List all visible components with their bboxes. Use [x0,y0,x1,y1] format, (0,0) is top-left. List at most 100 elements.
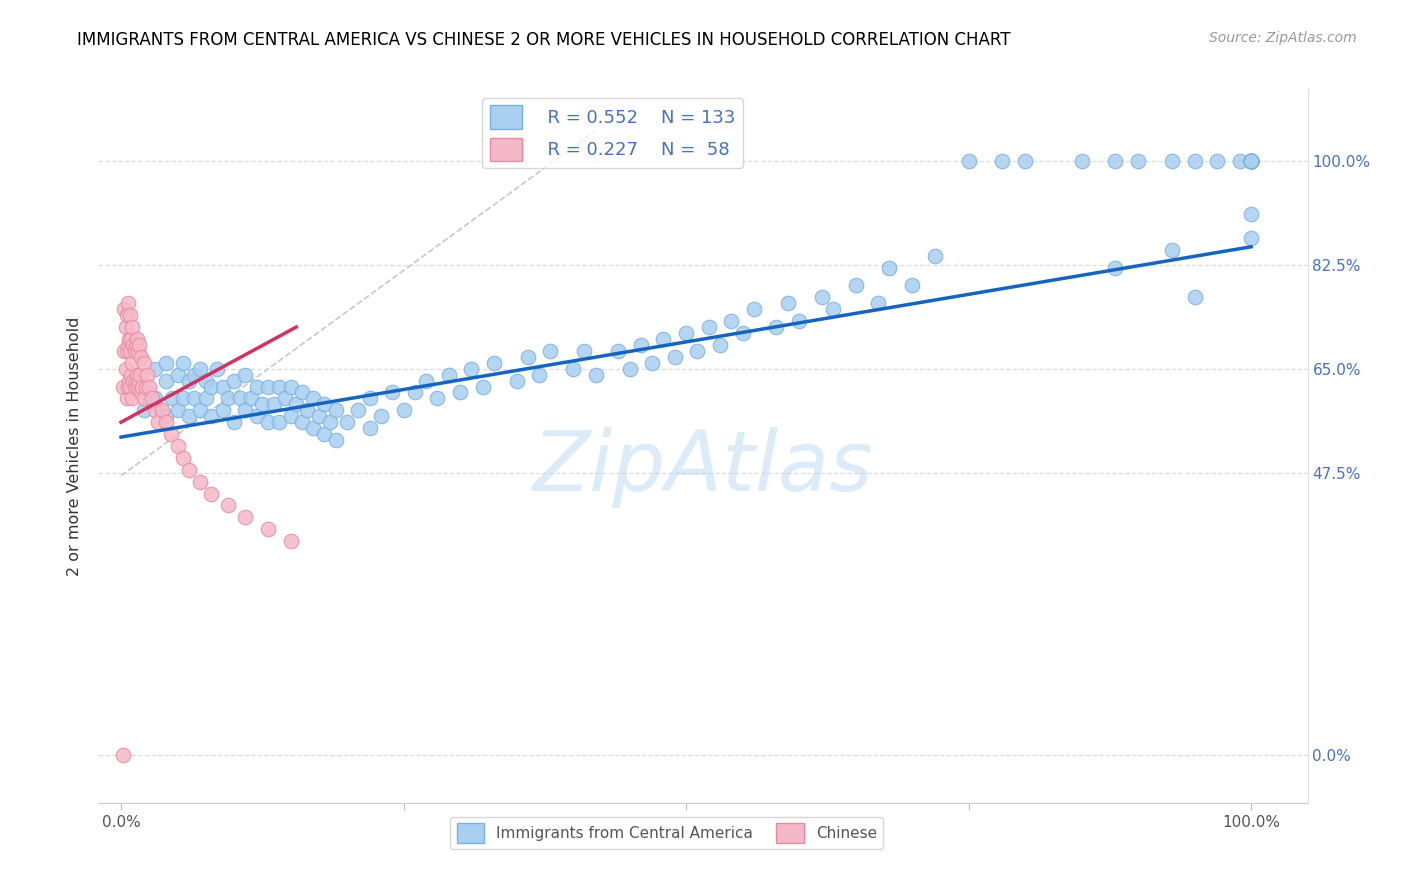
Point [128,338,150,352]
Point [482,356,505,370]
Point [200,409,222,424]
Point [112,748,135,763]
Point [437,368,460,382]
Point [120,308,142,322]
Point [1126,153,1149,168]
Point [222,374,245,388]
Point [720,314,742,328]
Point [664,350,686,364]
Point [1240,153,1263,168]
Point [121,356,143,370]
Point [127,343,149,358]
Point [131,385,153,400]
Point [125,368,148,382]
Point [135,379,157,393]
Point [127,379,149,393]
Point [117,379,139,393]
Point [120,379,142,393]
Point [404,385,426,400]
Point [1240,153,1263,168]
Point [1240,153,1263,168]
Point [155,415,177,429]
Point [505,374,527,388]
Point [538,343,561,358]
Point [1240,153,1263,168]
Point [269,415,291,429]
Point [1240,153,1263,168]
Point [381,385,404,400]
Point [122,374,145,388]
Point [426,392,449,406]
Point [336,415,359,429]
Point [1240,153,1263,168]
Point [359,421,381,435]
Point [120,368,142,382]
Point [200,486,222,500]
Point [114,361,136,376]
Point [128,374,150,388]
Point [319,415,342,429]
Point [347,403,370,417]
Point [652,332,675,346]
Point [619,361,641,376]
Point [765,320,787,334]
Point [120,343,142,358]
Point [415,374,437,388]
Point [138,392,160,406]
Point [1104,260,1126,275]
Point [166,439,188,453]
Point [302,421,325,435]
Point [1240,153,1263,168]
Point [141,392,163,406]
Point [1184,153,1206,168]
Point [924,249,946,263]
Y-axis label: 2 or more Vehicles in Household: 2 or more Vehicles in Household [67,317,83,575]
Point [1104,153,1126,168]
Point [148,415,170,429]
Point [211,379,233,393]
Point [1184,290,1206,304]
Point [194,374,217,388]
Point [291,415,314,429]
Point [821,302,844,317]
Point [115,392,138,406]
Text: IMMIGRANTS FROM CENTRAL AMERICA VS CHINESE 2 OR MORE VEHICLES IN HOUSEHOLD CORRE: IMMIGRANTS FROM CENTRAL AMERICA VS CHINE… [77,31,1011,49]
Text: Source: ZipAtlas.com: Source: ZipAtlas.com [1209,31,1357,45]
Point [527,368,550,382]
Point [188,403,211,417]
Point [280,409,302,424]
Point [460,361,482,376]
Point [177,409,200,424]
Point [228,392,250,406]
Point [1229,153,1251,168]
Point [222,415,245,429]
Point [1161,153,1184,168]
Point [901,278,924,293]
Text: ZipAtlas: ZipAtlas [533,427,873,508]
Point [742,302,765,317]
Point [160,392,183,406]
Point [155,409,177,424]
Point [149,403,172,417]
Point [211,403,233,417]
Point [269,379,291,393]
Point [257,415,280,429]
Point [122,338,145,352]
Point [1070,153,1092,168]
Point [787,314,810,328]
Point [121,392,143,406]
Point [129,368,152,382]
Point [112,343,135,358]
Point [246,409,269,424]
Point [1240,153,1263,168]
Point [1240,153,1263,168]
Point [150,403,173,417]
Point [131,350,153,364]
Point [957,153,980,168]
Point [845,278,868,293]
Point [115,343,138,358]
Point [297,403,319,417]
Point [112,302,135,317]
Point [143,392,166,406]
Point [125,338,148,352]
